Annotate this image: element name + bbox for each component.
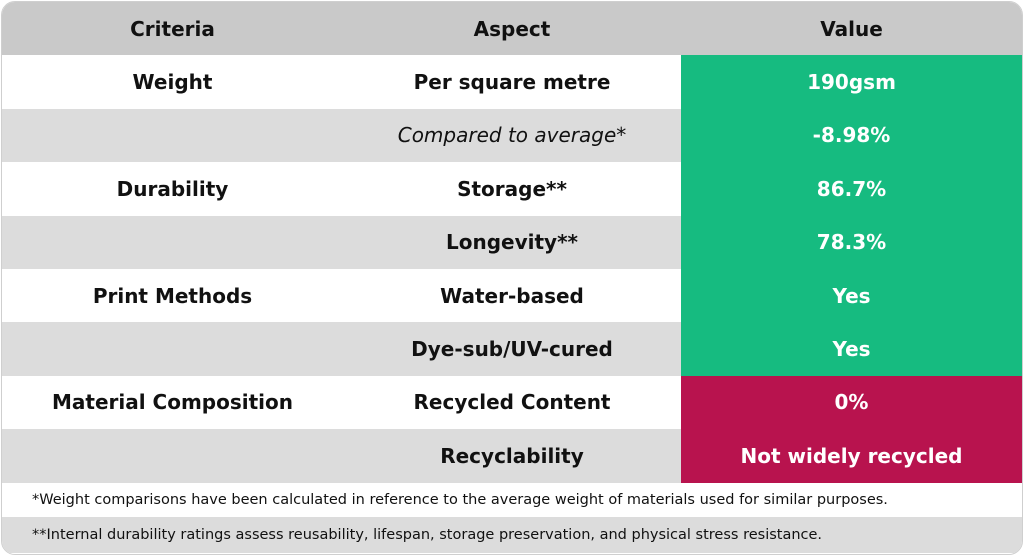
table-row: Compared to average* -8.98% — [2, 108, 1022, 163]
criteria-cell — [2, 429, 343, 482]
value-cell: 0% — [681, 375, 1022, 430]
value-cell: Yes — [681, 268, 1022, 323]
table-row: Print Methods Water-based Yes — [2, 268, 1022, 323]
table-row: Material Composition Recycled Content 0% — [2, 375, 1022, 430]
value-cell: 86.7% — [681, 162, 1022, 216]
footnote: *Weight comparisons have been calculated… — [32, 491, 888, 508]
table-row: Dye-sub/UV-cured Yes — [2, 322, 1022, 376]
table-row: Weight Per square metre 190gsm — [2, 55, 1022, 109]
criteria-cell — [2, 216, 343, 269]
header-cell: Value — [820, 16, 883, 41]
header-cell: Aspect — [473, 16, 551, 41]
aspect-cell: Per square metre — [413, 70, 611, 95]
aspect-cell: Storage** — [457, 176, 567, 201]
aspect-cell: Longevity** — [445, 230, 578, 255]
criteria-cell — [2, 109, 343, 162]
header-row: Criteria Aspect Value — [2, 2, 1022, 56]
table-row: Durability Storage** 86.7% — [2, 162, 1022, 216]
criteria-cell: Weight — [132, 70, 213, 95]
criteria-cell: Print Methods — [92, 283, 253, 308]
header-cell: Criteria — [130, 16, 215, 41]
value-cell: Yes — [681, 322, 1022, 376]
aspect-cell: Recyclability — [440, 443, 584, 468]
table-row: Longevity** 78.3% — [2, 215, 1022, 269]
value-cell: -8.98% — [681, 108, 1022, 163]
aspect-cell: Recycled Content — [413, 390, 611, 415]
criteria-cell: Material Composition — [51, 390, 294, 415]
aspect-cell: Dye-sub/UV-cured — [411, 337, 613, 362]
aspect-cell: Compared to average* — [397, 123, 627, 148]
value-cell: Not widely recycled — [681, 429, 1022, 483]
table-row: Recyclability Not widely recycled — [2, 429, 1022, 483]
value-cell: 78.3% — [681, 215, 1022, 269]
footnote: **Internal durability ratings assess reu… — [2, 516, 1022, 553]
criteria-cell — [2, 322, 343, 375]
aspect-cell: Water-based — [440, 283, 584, 308]
criteria-cell: Durability — [116, 176, 229, 201]
value-cell: 190gsm — [681, 55, 1022, 109]
